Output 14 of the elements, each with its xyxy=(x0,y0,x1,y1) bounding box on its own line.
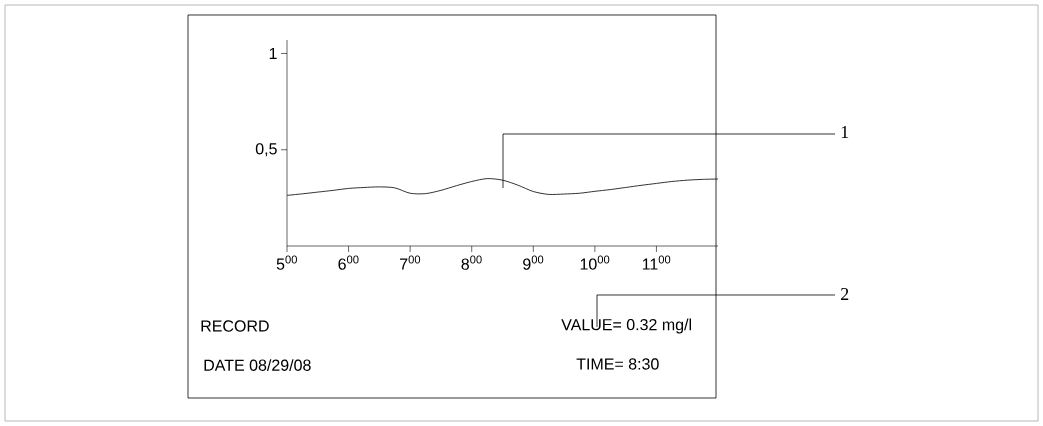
text: TIME= 8:30 xyxy=(576,358,659,370)
x-tick-label: 9$^{00}$ xyxy=(523,255,544,270)
y-tick-label: 0,5 xyxy=(255,143,277,157)
text: DATE 08/29/08 xyxy=(204,359,311,371)
x-tick-label: 6$^{00}$ xyxy=(338,255,359,270)
text: 1 xyxy=(841,126,849,138)
text: VALUE= 0.32 mg/l xyxy=(561,318,691,334)
x-tick-label: 8$^{00}$ xyxy=(461,255,482,270)
text: RECORD xyxy=(201,320,269,332)
x-tick-label: 5$^{00}$ xyxy=(276,255,297,270)
x-tick-label: 11$^{00}$ xyxy=(642,255,671,270)
x-tick-label: 7$^{00}$ xyxy=(400,255,421,270)
text: 2 xyxy=(841,288,849,300)
x-tick-label: 10$^{00}$ xyxy=(580,255,610,270)
